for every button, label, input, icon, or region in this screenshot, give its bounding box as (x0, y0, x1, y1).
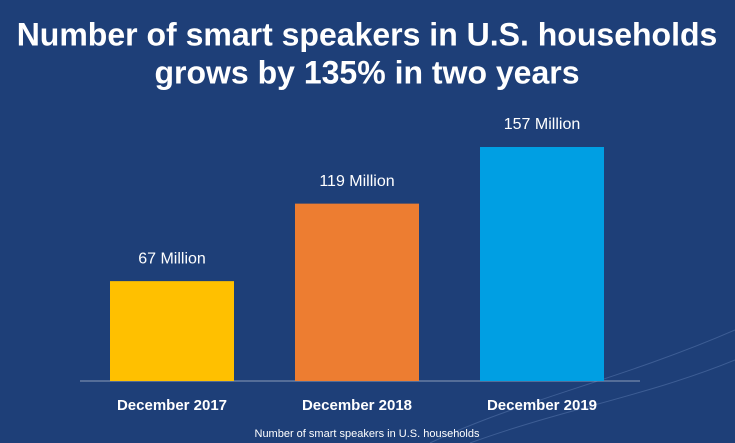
value-label: 119 Million (319, 173, 394, 190)
chart-title: Number of smart speakers in U.S. househo… (17, 16, 718, 52)
x-tick-label: December 2019 (487, 397, 597, 414)
bar (110, 281, 234, 381)
value-label: 67 Million (138, 250, 206, 267)
decoration (429, 329, 735, 443)
caption: Number of smart speakers in U.S. househo… (255, 428, 480, 440)
chart-title: grows by 135% in two years (154, 54, 579, 90)
bar (480, 147, 604, 381)
value-label: 157 Million (504, 116, 580, 133)
decoration (469, 359, 735, 443)
bar (295, 203, 419, 381)
x-tick-label: December 2017 (117, 397, 227, 414)
x-tick-label: December 2018 (302, 397, 412, 414)
